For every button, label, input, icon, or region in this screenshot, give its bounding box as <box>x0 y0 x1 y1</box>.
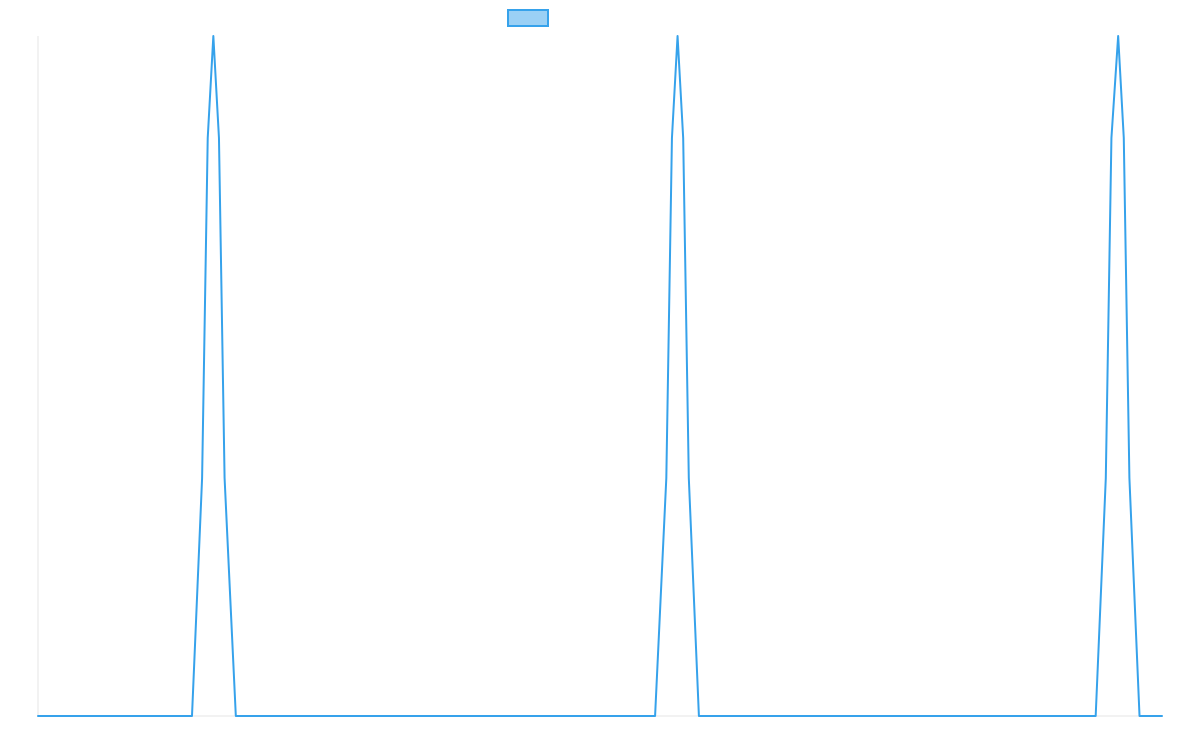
series-layer <box>37 35 1163 717</box>
legend-swatch-0[interactable] <box>507 9 549 27</box>
legend[interactable] <box>507 9 549 27</box>
series-line-0 <box>37 35 1163 717</box>
